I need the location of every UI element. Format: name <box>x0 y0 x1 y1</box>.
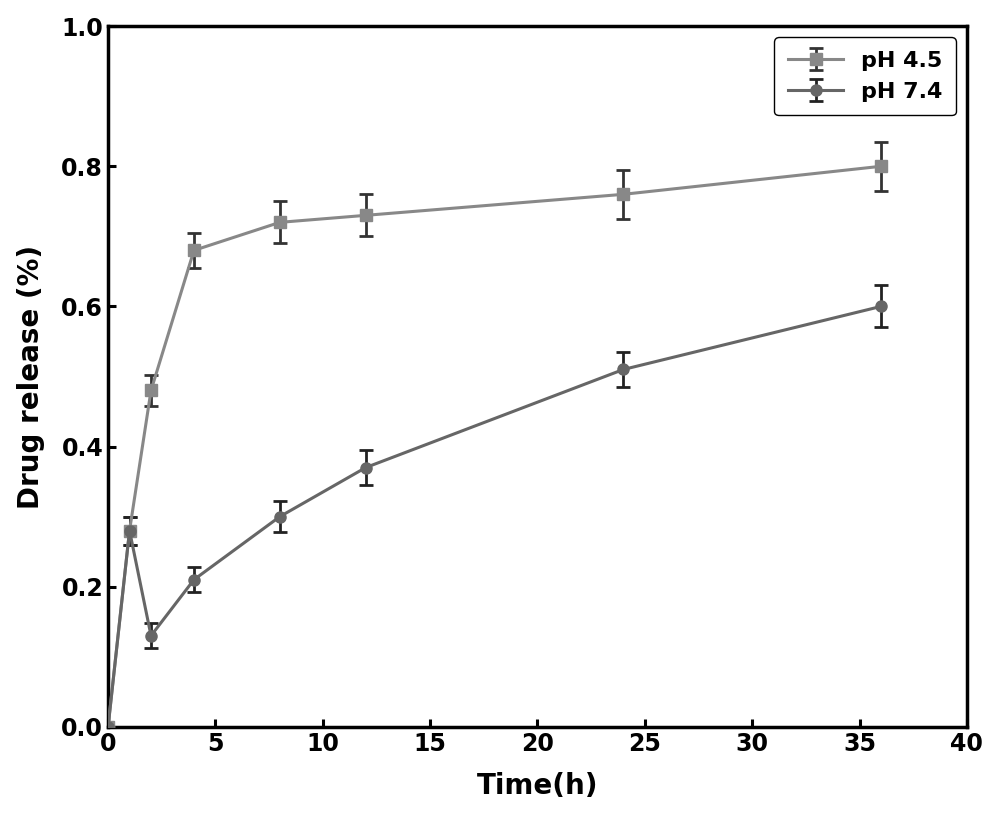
Legend: pH 4.5, pH 7.4: pH 4.5, pH 7.4 <box>774 38 956 115</box>
X-axis label: Time(h): Time(h) <box>477 772 598 801</box>
Y-axis label: Drug release (%): Drug release (%) <box>17 244 45 508</box>
